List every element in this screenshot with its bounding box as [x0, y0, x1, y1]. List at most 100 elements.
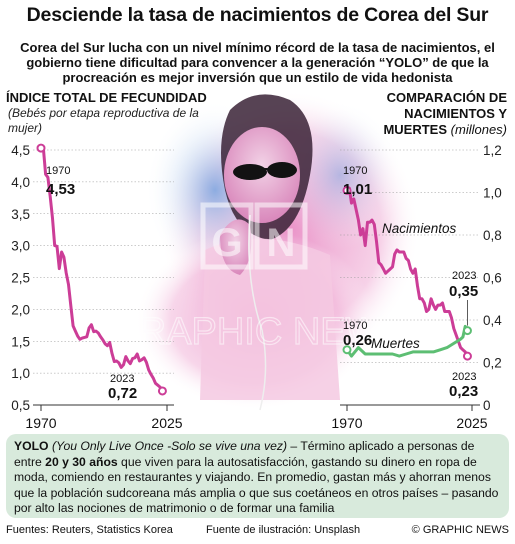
fertility-data-point [109, 341, 111, 344]
fertility-1970-marker [36, 143, 46, 153]
svg-text:N: N [267, 221, 296, 265]
births-data-point [441, 302, 444, 304]
fertility-data-point [129, 362, 131, 365]
deaths-series-label: Muertes [371, 336, 420, 351]
births-data-point [439, 304, 441, 306]
fertility-data-point [83, 336, 86, 339]
births-data-point [369, 221, 371, 223]
page-title: Desciende la tasa de nacimientos de Core… [26, 4, 489, 26]
fertility-data-point [81, 337, 83, 339]
fertility-data-point [134, 357, 136, 359]
deaths-data-point [453, 342, 455, 344]
deaths-data-point [385, 353, 387, 355]
woman-illustration [135, 90, 420, 411]
left-y-tick-label: 2,5 [11, 271, 30, 286]
fertility-data-point [145, 361, 147, 363]
fertility-data-point [116, 360, 118, 362]
births-data-point [444, 310, 446, 313]
fertility-data-point [74, 330, 76, 332]
left-y-tick-label: 1,0 [11, 366, 30, 381]
births-data-point [430, 298, 432, 300]
deaths-2023-value: 0,35 [449, 283, 478, 300]
deaths-2023-marker [462, 326, 472, 336]
births-data-point [362, 228, 364, 230]
note-term-expansion: (You Only Live Once -Solo se vive una ve… [51, 439, 287, 453]
births-data-point [428, 308, 430, 310]
births-data-point [389, 268, 391, 270]
page-subtitle: Corea del Sur lucha con un nivel mínimo … [20, 40, 495, 85]
right-y-tick-label: 0,2 [483, 356, 502, 371]
fertility-data-point [120, 366, 122, 368]
left-x-tick-label: 2025 [151, 415, 182, 431]
left-chart-title: ÍNDICE TOTAL DE FECUNDIDAD [6, 90, 207, 105]
births-data-point [455, 334, 457, 336]
left-y-tick-label: 3,0 [11, 239, 30, 254]
fertility-data-point [90, 324, 92, 326]
right-y-tick-label: 0,4 [483, 313, 502, 328]
births-data-point [453, 327, 455, 330]
fertility-data-point [118, 362, 120, 364]
births-data-point [371, 219, 373, 221]
footer-illustration: Fuente de ilustración: Unsplash [206, 524, 361, 536]
births-data-point [416, 285, 419, 287]
deaths-1970-value: 0,26 [343, 332, 372, 349]
footer-credit: © GRAPHIC NEWS [411, 524, 509, 536]
fertility-data-point [141, 359, 143, 361]
left-y-tick-label: 0,5 [11, 398, 30, 413]
deaths-1970-year: 1970 [343, 320, 367, 332]
fertility-data-point [138, 360, 141, 362]
hand-shape [220, 219, 252, 275]
fertility-data-point [93, 331, 95, 333]
deaths-data-point [378, 353, 380, 355]
fertility-data-point [72, 325, 74, 327]
births-data-point [410, 268, 412, 270]
fertility-data-point [106, 345, 109, 347]
fertility-data-point [154, 382, 157, 384]
births-2023-marker [462, 351, 472, 361]
births-data-point [380, 264, 382, 266]
deaths-data-point [446, 347, 448, 349]
note-term: YOLO [14, 439, 49, 453]
fertility-data-point [61, 251, 63, 253]
births-data-point [405, 257, 407, 259]
fertility-data-point [102, 339, 104, 341]
births-data-point [407, 259, 409, 262]
yolo-note-box: YOLO (You Only Live Once -Solo se vive u… [6, 434, 509, 518]
left-chart-subtitle: (Bebés por etapa reproductiva de la muje… [8, 106, 199, 135]
births-data-point [373, 223, 375, 225]
right-chart-title: COMPARACIÓN DE NACIMIENTOS Y MUERTES (mi… [347, 90, 507, 138]
right-chart-title-text: COMPARACIÓN DE NACIMIENTOS Y MUERTES [383, 90, 507, 137]
fertility-data-point [86, 336, 88, 338]
fertility-data-point [152, 377, 154, 379]
note-text-1: – Término aplicado a personas de entre [14, 439, 475, 469]
births-data-point [350, 202, 353, 204]
fertility-data-point [77, 335, 79, 337]
deaths-data-point [391, 353, 394, 355]
births-data-point [460, 347, 462, 349]
births-data-point [355, 208, 357, 211]
deaths-data-point [462, 336, 464, 338]
sunglasses-right-icon [267, 162, 297, 178]
fertility-data-point [56, 245, 58, 247]
svg-text:G: G [211, 221, 242, 265]
left-y-tick-label: 4,5 [11, 143, 30, 158]
fertility-data-point [150, 373, 152, 375]
deaths-data-point [425, 351, 428, 353]
births-data-point [412, 272, 414, 274]
fertility-data-point [99, 336, 102, 338]
births-data-point [385, 272, 387, 274]
births-data-point [394, 253, 396, 255]
left-y-tick-label: 2,0 [11, 302, 30, 317]
fertility-data-point [122, 364, 125, 366]
births-data-point [448, 310, 450, 313]
deaths-data-point [398, 355, 400, 357]
fertility-2023-value: 0,72 [108, 385, 137, 402]
right-y-tick-label: 0 [483, 398, 491, 413]
fertility-data-point [58, 267, 60, 270]
deaths-data-point [439, 349, 441, 351]
fertility-data-point [79, 338, 81, 340]
fertility-data-point [143, 357, 145, 359]
births-data-point [421, 298, 423, 300]
fertility-data-point [127, 360, 129, 362]
